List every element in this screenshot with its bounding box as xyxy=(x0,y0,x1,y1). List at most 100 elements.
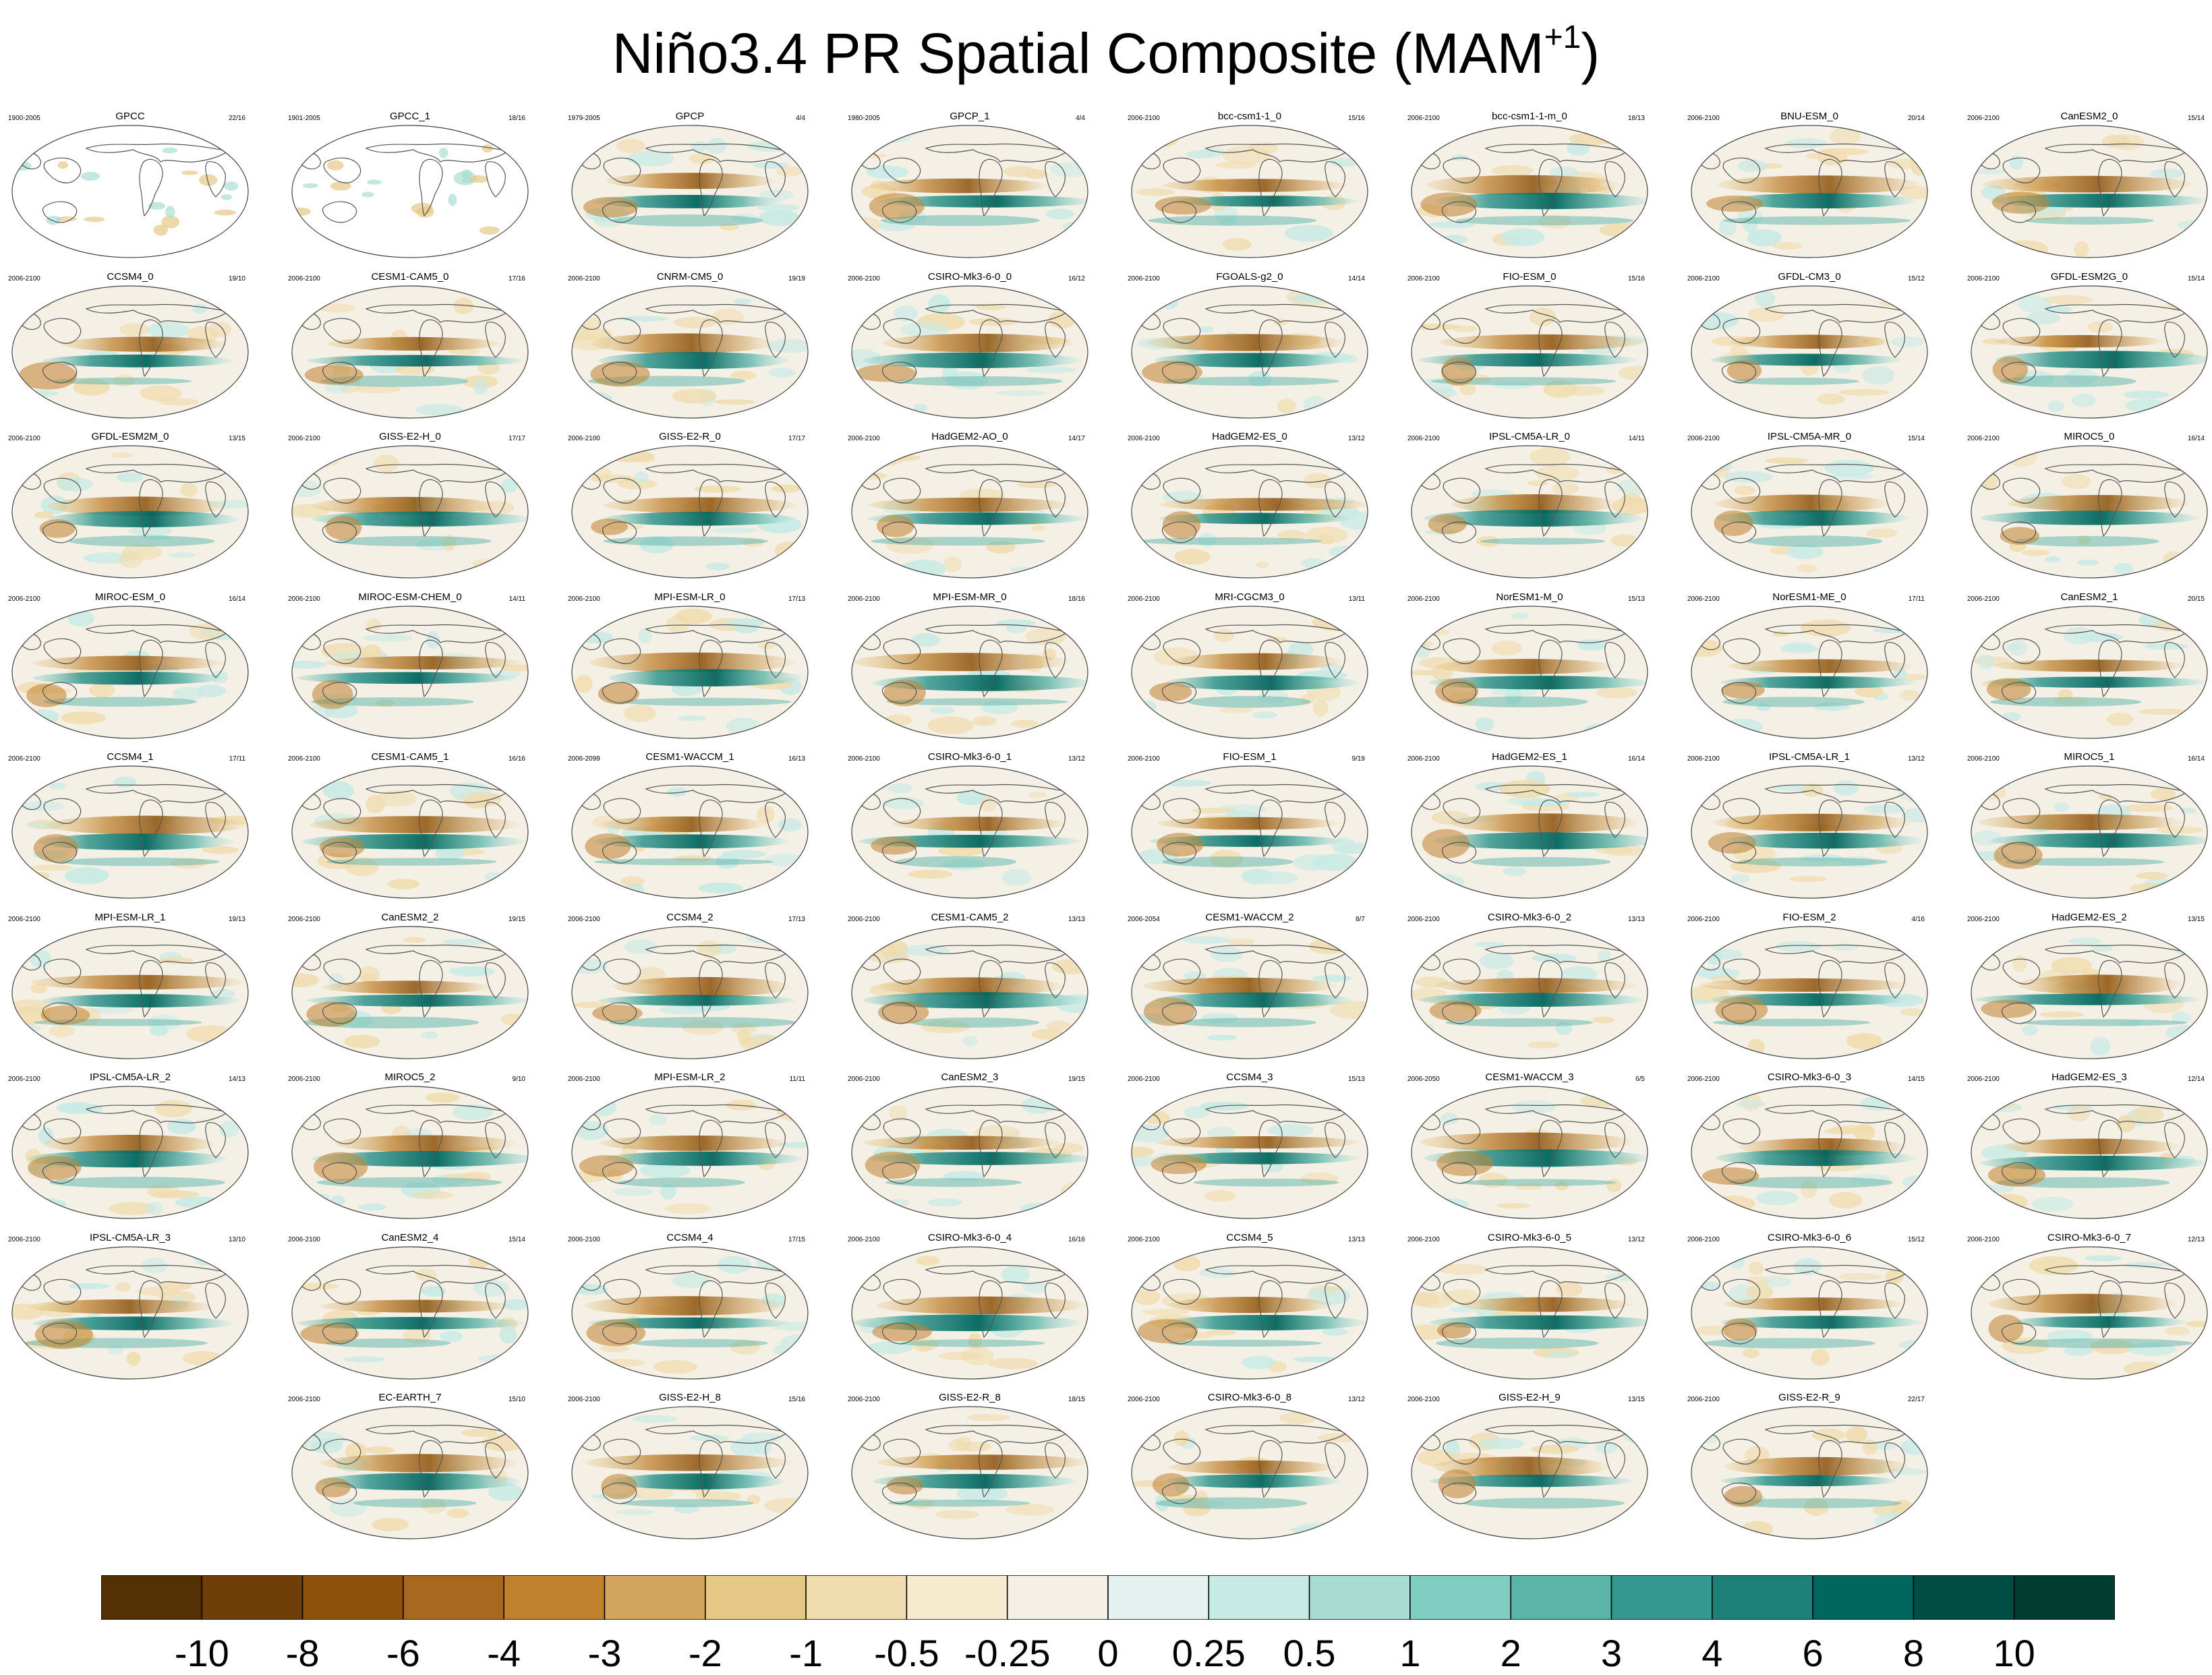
map-panel: GISS-E2-R_9 2006-2100 22/17 xyxy=(1685,1392,1934,1541)
panel-count: 13/13 xyxy=(1347,1235,1365,1243)
panel-title: GFDL-CM3_0 xyxy=(1778,270,1841,283)
map-panel: CSIRO-Mk3-6-0_5 2006-2100 13/12 xyxy=(1405,1232,1654,1382)
map-panel: CSIRO-Mk3-6-0_4 2006-2100 16/16 xyxy=(845,1232,1095,1382)
panel-period: 2006-2100 xyxy=(1407,915,1440,923)
map-panel: GPCP_1 1980-2005 4/4 xyxy=(845,111,1095,260)
map-panel: FIO-ESM_1 2006-2100 9/19 xyxy=(1125,751,1374,901)
map-panel: CanESM2_0 2006-2100 15/14 xyxy=(1964,111,2212,260)
map-panel: CanESM2_2 2006-2100 19/15 xyxy=(285,912,535,1061)
colorbar-swatch xyxy=(705,1575,807,1620)
panel-period: 2006-2100 xyxy=(1407,1396,1440,1403)
map-ellipse xyxy=(1691,765,1928,899)
panel-count: 18/15 xyxy=(1068,1396,1085,1403)
panel-count: 16/14 xyxy=(2187,435,2205,442)
map-ellipse xyxy=(1691,1406,1928,1539)
panel-count: 18/16 xyxy=(1068,595,1085,603)
panel-title: CanESM2_0 xyxy=(2060,111,2118,122)
panel-count: 15/12 xyxy=(1907,1235,1925,1243)
colorbar-swatch xyxy=(1308,1575,1411,1620)
map-ellipse xyxy=(851,605,1088,739)
panel-period: 2006-2100 xyxy=(1687,915,1720,923)
panel-title: IPSL-CM5A-LR_0 xyxy=(1488,431,1571,442)
colorbar-swatch xyxy=(1913,1575,2015,1620)
panel-count: 14/14 xyxy=(1347,274,1365,283)
panel-title: MPI-ESM-LR_2 xyxy=(654,1071,726,1083)
panel-count: 19/15 xyxy=(1068,1076,1085,1083)
map-panel: GISS-E2-R_0 2006-2100 17/17 xyxy=(565,431,815,581)
panel-title: GPCC_1 xyxy=(389,111,431,122)
colorbar-swatch xyxy=(201,1575,303,1620)
map-panel: FIO-ESM_2 2006-2100 4/16 xyxy=(1685,912,1934,1061)
panel-period: 2006-2100 xyxy=(1687,1396,1720,1403)
panel-count: 16/14 xyxy=(228,595,245,603)
colorbar-swatch xyxy=(1712,1575,1813,1620)
panel-period: 2006-2100 xyxy=(1967,115,2000,122)
panel-period: 2006-2100 xyxy=(1687,1235,1720,1243)
panel-period: 2006-2100 xyxy=(1407,435,1440,442)
colorbar xyxy=(101,1575,2115,1620)
panel-count: 15/16 xyxy=(788,1396,805,1403)
panel-period: 2006-2100 xyxy=(848,1396,880,1403)
panel-count: 13/13 xyxy=(1627,915,1645,923)
panel-period: 2006-2100 xyxy=(8,755,40,763)
panel-count: 6/5 xyxy=(1635,1076,1645,1083)
map-panel: HadGEM2-AO_0 2006-2100 14/17 xyxy=(845,431,1095,581)
panel-count: 13/15 xyxy=(228,435,245,442)
panel-period: 2006-2100 xyxy=(568,595,600,603)
panel-count: 11/11 xyxy=(789,1076,805,1083)
panel-title: MRI-CGCM3_0 xyxy=(1215,591,1285,603)
map-ellipse xyxy=(1691,605,1928,739)
panel-count: 15/16 xyxy=(1347,115,1365,122)
panel-count: 12/13 xyxy=(2187,1235,2205,1243)
map-ellipse xyxy=(851,1245,1088,1380)
map-panel: MPI-ESM-MR_0 2006-2100 18/16 xyxy=(845,591,1095,741)
map-ellipse xyxy=(571,765,809,899)
panel-count: 18/16 xyxy=(508,115,525,122)
map-panel: FGOALS-g2_0 2006-2100 14/14 xyxy=(1125,271,1374,421)
panel-period: 2006-2100 xyxy=(1687,115,1720,122)
panel-period: 2006-2100 xyxy=(1967,595,2000,603)
colorbar-tick-label: 10 xyxy=(1993,1632,2035,1674)
map-ellipse xyxy=(851,1086,1088,1219)
panel-period: 2006-2054 xyxy=(1128,915,1160,923)
panel-count: 15/13 xyxy=(1347,1076,1365,1083)
map-panel: bcc-csm1-1_0 2006-2100 15/16 xyxy=(1125,111,1374,260)
panel-period: 2006-2100 xyxy=(8,1076,40,1083)
panel-period: 2006-2100 xyxy=(8,595,40,603)
panel-title: CSIRO-Mk3-6-0_7 xyxy=(2047,1231,2132,1243)
panel-title: CCSM4_1 xyxy=(107,751,154,763)
map-panel: IPSL-CM5A-LR_1 2006-2100 13/12 xyxy=(1685,751,1934,901)
panel-title: bcc-csm1-1-m_0 xyxy=(1492,111,1567,122)
map-panel: GFDL-ESM2G_0 2006-2100 15/14 xyxy=(1964,271,2212,421)
panel-count: 16/14 xyxy=(2187,755,2205,763)
map-panel: HadGEM2-ES_2 2006-2100 13/15 xyxy=(1964,912,2212,1061)
panel-count: 17/13 xyxy=(788,915,805,923)
map-ellipse xyxy=(1131,605,1368,739)
map-ellipse xyxy=(291,765,529,899)
panel-title: CCSM4_4 xyxy=(666,1231,714,1243)
panel-title: GPCC xyxy=(115,111,145,122)
panel-period: 2006-2100 xyxy=(1128,435,1160,442)
map-panel: IPSL-CM5A-LR_2 2006-2100 14/13 xyxy=(5,1071,255,1221)
panel-title: MIROC-ESM_0 xyxy=(94,591,166,603)
colorbar-tick-label: 4 xyxy=(1701,1632,1723,1674)
panel-count: 17/17 xyxy=(508,435,525,442)
colorbar-tick-label: -8 xyxy=(285,1632,320,1674)
panel-period: 2006-2100 xyxy=(1687,1076,1720,1083)
panel-period: 2006-2100 xyxy=(8,274,40,283)
panel-period: 2006-2100 xyxy=(848,755,880,763)
map-panel: CESM1-WACCM_2 2006-2054 8/7 xyxy=(1125,912,1374,1061)
panel-count: 17/11 xyxy=(1908,595,1925,603)
panel-title: HadGEM2-ES_3 xyxy=(2051,1071,2127,1083)
map-ellipse xyxy=(1971,125,2208,258)
panel-period: 2006-2100 xyxy=(8,915,40,923)
panel-period: 2006-2100 xyxy=(288,435,320,442)
panel-count: 12/14 xyxy=(2187,1076,2205,1083)
panel-title: CanESM2_3 xyxy=(941,1071,999,1083)
map-ellipse xyxy=(851,925,1088,1059)
map-panel: GPCC_1 1901-2005 18/16 xyxy=(285,111,535,260)
panel-count: 20/15 xyxy=(2187,595,2205,603)
panel-count: 19/10 xyxy=(228,274,245,283)
colorbar-swatch xyxy=(1208,1575,1310,1620)
map-panel: HadGEM2-ES_0 2006-2100 13/12 xyxy=(1125,431,1374,581)
